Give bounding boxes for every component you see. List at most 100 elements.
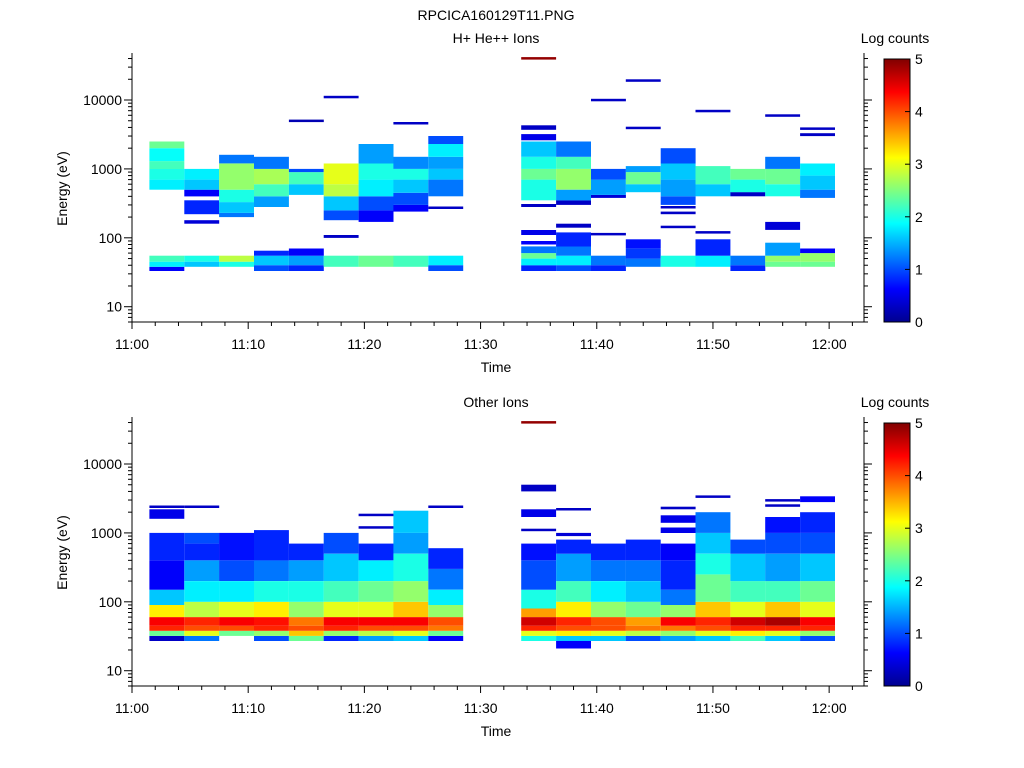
heatmap-cell xyxy=(660,206,696,209)
heatmap-cell xyxy=(765,184,801,197)
heatmap-cell xyxy=(521,509,557,517)
heatmap-cell xyxy=(393,255,429,267)
heatmap-cell xyxy=(660,515,696,523)
colorbar-tick-label: 4 xyxy=(915,468,923,484)
heatmap-cell xyxy=(660,148,696,164)
heatmap-cell xyxy=(695,231,731,234)
heatmap-cell xyxy=(765,532,801,554)
heatmap-cell xyxy=(288,168,324,173)
colorbar-tick-label: 1 xyxy=(915,625,923,641)
heatmap-cell xyxy=(695,166,731,185)
heatmap-cell xyxy=(800,248,835,254)
heatmap-cell xyxy=(660,630,696,636)
heatmap-cell xyxy=(521,168,557,180)
heatmap-cell xyxy=(219,163,254,190)
heatmap-cell xyxy=(219,261,254,267)
heatmap-cell xyxy=(625,581,661,602)
heatmap-cell xyxy=(521,253,557,259)
heatmap-cell xyxy=(625,126,661,130)
heatmap-cell xyxy=(730,255,766,266)
heatmap-cells xyxy=(149,421,835,649)
y-tick-label: 1000 xyxy=(91,161,122,177)
heatmap-cell xyxy=(695,184,731,197)
heatmap-cell xyxy=(219,255,254,262)
x-tick-label: 11:00 xyxy=(115,700,149,716)
heatmap-cell xyxy=(521,630,557,636)
heatmap-cell xyxy=(393,510,429,533)
heatmap-cell xyxy=(184,261,220,267)
heatmap-cell xyxy=(660,179,696,197)
heatmap-cell xyxy=(521,246,557,254)
colorbar-tick-label: 4 xyxy=(915,104,923,120)
heatmap-cell xyxy=(625,248,661,259)
heatmap-cell xyxy=(358,179,394,197)
heatmap-cell xyxy=(730,581,766,602)
y-axis-label: Energy (eV) xyxy=(54,515,70,590)
heatmap-cell xyxy=(323,196,359,211)
heatmap-cell xyxy=(730,601,766,618)
heatmap-cell xyxy=(358,196,394,211)
heatmap-cell xyxy=(695,109,731,113)
heatmap-cell xyxy=(288,560,324,581)
heatmap-cell xyxy=(219,617,254,626)
heatmap-cell xyxy=(521,258,557,266)
heatmap-cell xyxy=(219,212,254,218)
heatmap-cell xyxy=(358,144,394,164)
heatmap-cell xyxy=(625,635,661,641)
heatmap-cell xyxy=(393,625,429,631)
heatmap-cell xyxy=(323,553,359,582)
x-tick-label: 11:10 xyxy=(231,700,265,716)
heatmap-cell xyxy=(184,532,220,544)
heatmap-cell xyxy=(800,630,835,636)
heatmap-cell xyxy=(254,630,289,636)
heatmap-cell xyxy=(591,635,626,641)
heatmap-cell xyxy=(695,617,731,626)
heatmap-cell xyxy=(556,630,591,636)
heatmap-cell xyxy=(184,505,220,508)
heatmap-cell xyxy=(591,630,626,636)
heatmap-cell xyxy=(219,630,254,636)
heatmap-cell xyxy=(556,641,591,649)
heatmap-cell xyxy=(149,266,185,271)
heatmap-cell xyxy=(393,630,429,636)
heatmap-cell xyxy=(591,232,626,236)
heatmap-cell xyxy=(800,625,835,631)
heatmap-cell xyxy=(765,625,801,631)
x-tick-label: 12:00 xyxy=(812,336,847,352)
heatmap-cell xyxy=(358,163,394,180)
heatmap-cell xyxy=(149,505,185,508)
heatmap-cell xyxy=(591,560,626,581)
heatmap-cell xyxy=(428,505,464,508)
heatmap-cell xyxy=(219,189,254,203)
heatmap-cell xyxy=(184,617,220,626)
heatmap-cell xyxy=(730,539,766,554)
heatmap-cell xyxy=(625,166,661,173)
heatmap-cell xyxy=(393,122,429,125)
heatmap-cell xyxy=(323,184,359,197)
heatmap-cell xyxy=(288,581,324,602)
heatmap-cell xyxy=(521,528,557,532)
figure-title: RPCICA160129T11.PNG xyxy=(418,7,575,23)
heatmap-cell xyxy=(428,617,464,626)
heatmap-cell xyxy=(184,255,220,262)
heatmap-cell xyxy=(288,265,324,271)
colorbar-label: Log counts xyxy=(861,394,930,410)
heatmap-cell xyxy=(428,156,464,169)
heatmap-cell xyxy=(695,601,731,618)
colorbar-tick-label: 5 xyxy=(915,415,923,431)
heatmap-cell xyxy=(800,601,835,618)
heatmap-cell xyxy=(393,553,429,582)
x-tick-label: 11:10 xyxy=(231,336,265,352)
heatmap-cell xyxy=(393,204,429,212)
heatmap-cell xyxy=(625,79,661,82)
colorbar-tick-label: 3 xyxy=(915,520,923,536)
heatmap-cell xyxy=(556,156,591,169)
heatmap-cell xyxy=(800,253,835,262)
heatmap-cell xyxy=(800,127,835,130)
heatmap-cell xyxy=(521,484,557,492)
heatmap-cell xyxy=(591,265,626,271)
heatmap-cell xyxy=(800,163,835,176)
heatmap-cell xyxy=(765,261,801,267)
heatmap-cell xyxy=(730,265,766,271)
